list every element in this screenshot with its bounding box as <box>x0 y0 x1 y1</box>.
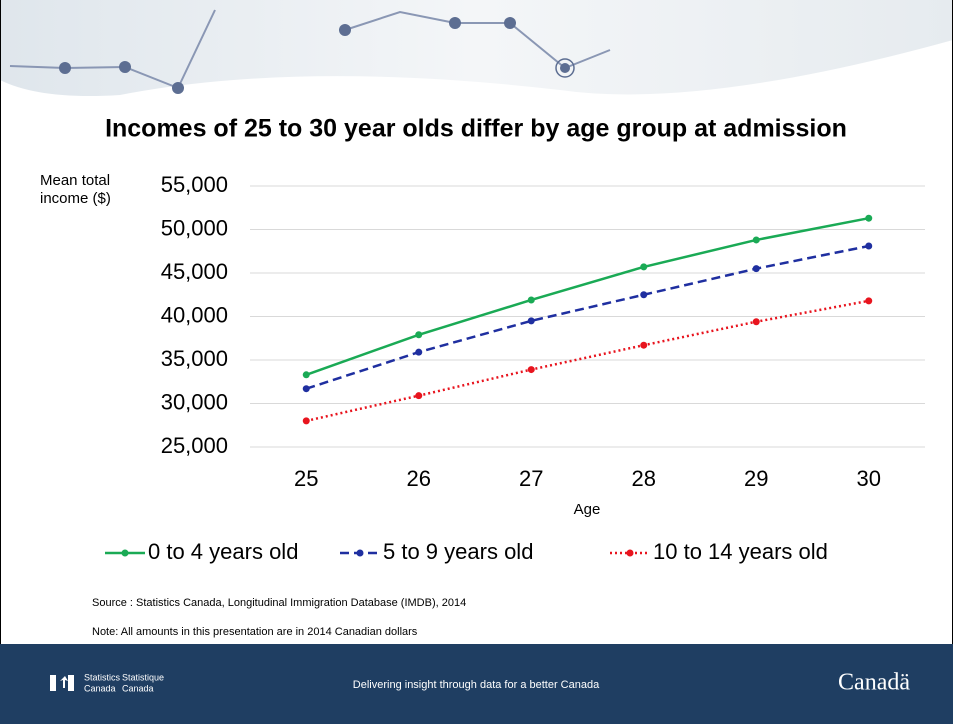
data-point <box>752 236 760 244</box>
x-tick-label: 30 <box>857 466 881 491</box>
legend-marker <box>356 549 364 557</box>
data-point <box>302 371 310 379</box>
data-point <box>640 341 648 349</box>
x-axis-label: Age <box>574 501 601 518</box>
data-point <box>302 417 310 425</box>
agency-en: Statistics <box>84 672 121 682</box>
data-point <box>640 291 648 299</box>
legend-label: 0 to 4 years old <box>148 539 298 564</box>
y-tick-label: 30,000 <box>161 389 228 414</box>
legend-marker <box>121 549 129 557</box>
legend-label: 10 to 14 years old <box>653 539 828 564</box>
y-tick-label: 35,000 <box>161 346 228 371</box>
x-tick-label: 29 <box>744 466 768 491</box>
data-point <box>527 317 535 325</box>
chart-title: Incomes of 25 to 30 year olds differ by … <box>105 115 847 143</box>
data-point <box>415 392 423 400</box>
agency-fr: Statistique <box>122 672 164 682</box>
y-tick-label: 40,000 <box>161 302 228 327</box>
footer: Statistics Canada Statistique Canada Del… <box>0 644 953 724</box>
legend-label: 5 to 9 years old <box>383 539 533 564</box>
agency-en: Canada <box>84 683 116 693</box>
data-point <box>302 385 310 393</box>
note: Note: All amounts in this presentation a… <box>92 626 418 638</box>
data-point <box>865 214 873 222</box>
x-tick-label: 27 <box>519 466 543 491</box>
x-tick-label: 28 <box>632 466 656 491</box>
source: Source : Statistics Canada, Longitudinal… <box>92 597 466 609</box>
data-point <box>415 348 423 356</box>
tagline: Delivering insight through data for a be… <box>353 679 600 691</box>
y-axis-label: Mean total income ($) <box>40 172 111 207</box>
header-decoration <box>0 0 953 644</box>
data-point <box>752 318 760 326</box>
wordmark: Canadä <box>838 670 910 696</box>
agency-fr: Canada <box>122 683 154 693</box>
data-point <box>527 296 535 304</box>
y-tick-label: 25,000 <box>161 433 228 458</box>
y-tick-label: 55,000 <box>161 172 228 197</box>
y-tick-label: 45,000 <box>161 259 228 284</box>
x-tick-label: 25 <box>294 466 318 491</box>
data-point <box>865 242 873 250</box>
series-line <box>305 216 869 376</box>
legend-marker <box>626 549 634 557</box>
data-point <box>415 331 423 339</box>
series-line <box>305 244 869 390</box>
y-tick-label: 50,000 <box>161 215 228 240</box>
data-point <box>640 263 648 271</box>
x-tick-label: 26 <box>407 466 431 491</box>
data-point <box>865 297 873 305</box>
data-point <box>527 366 535 374</box>
series-line <box>305 299 869 423</box>
data-point <box>752 265 760 273</box>
